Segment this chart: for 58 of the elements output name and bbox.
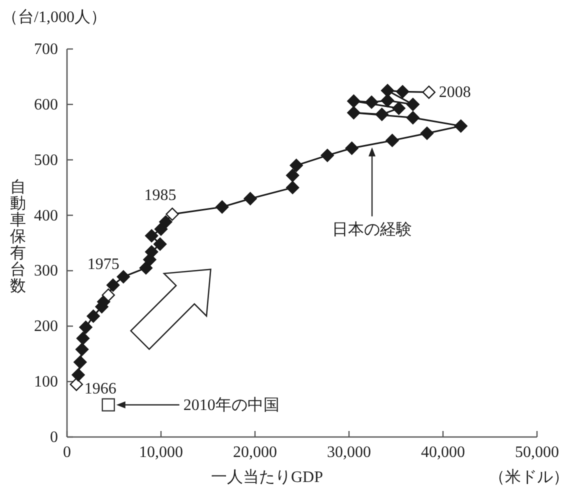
x-tick-label: 0: [63, 444, 71, 461]
point: [86, 310, 100, 323]
y-tick-label: 400: [34, 207, 58, 224]
point: [392, 102, 406, 115]
point: [75, 342, 89, 356]
y-tick-label: 200: [34, 318, 58, 336]
point: [72, 368, 85, 382]
point: [286, 168, 300, 182]
x-tick-label: 30,000: [327, 444, 371, 461]
annotation: 日本の経験: [332, 220, 412, 238]
y-tick-label: 700: [34, 41, 58, 58]
point: [286, 180, 300, 194]
point: [380, 94, 394, 108]
annotation: 2010年の中国: [183, 396, 280, 414]
text: （台/1,000人）: [2, 8, 106, 26]
x-tick-label: 40,000: [421, 444, 465, 461]
y-tick-label: 500: [34, 152, 58, 169]
point: [153, 238, 167, 251]
annotation: 1985: [144, 187, 176, 204]
point: [375, 108, 388, 122]
point: [139, 261, 153, 275]
x-axis-title: 一人当たりGDP: [210, 468, 324, 486]
point: [454, 119, 468, 133]
y-tick-label: 0: [50, 429, 58, 446]
point: [145, 229, 158, 242]
point: [159, 215, 172, 229]
point: [145, 245, 158, 258]
point: [396, 85, 410, 98]
annotation: 1966: [84, 380, 116, 398]
point: [347, 94, 360, 108]
annotation: 2008: [438, 84, 471, 102]
point: [380, 84, 394, 98]
point: [420, 126, 434, 140]
point: [102, 398, 115, 412]
text: （米ドル）: [489, 468, 563, 486]
point: [290, 158, 303, 172]
point: [406, 98, 420, 112]
point: [345, 142, 358, 155]
point: [364, 96, 378, 109]
y-tick-label: 300: [34, 262, 58, 280]
point: [320, 148, 334, 162]
point: [79, 320, 92, 334]
point: [406, 111, 420, 124]
annotation: 1975: [87, 256, 120, 274]
point: [216, 200, 229, 214]
x-tick-label: 20,000: [233, 444, 277, 461]
point: [244, 192, 257, 206]
y-axis-title: 自動車保有台数: [10, 178, 26, 295]
y-tick-label: 600: [34, 96, 58, 114]
point: [76, 332, 90, 345]
y-tick-label: 100: [34, 374, 58, 391]
x-tick-label: 50,000: [515, 444, 559, 461]
point: [74, 356, 87, 369]
point: [116, 270, 130, 284]
point: [106, 278, 120, 292]
x-tick-label: 10,000: [139, 444, 183, 461]
point: [386, 134, 399, 148]
point: [347, 106, 360, 120]
